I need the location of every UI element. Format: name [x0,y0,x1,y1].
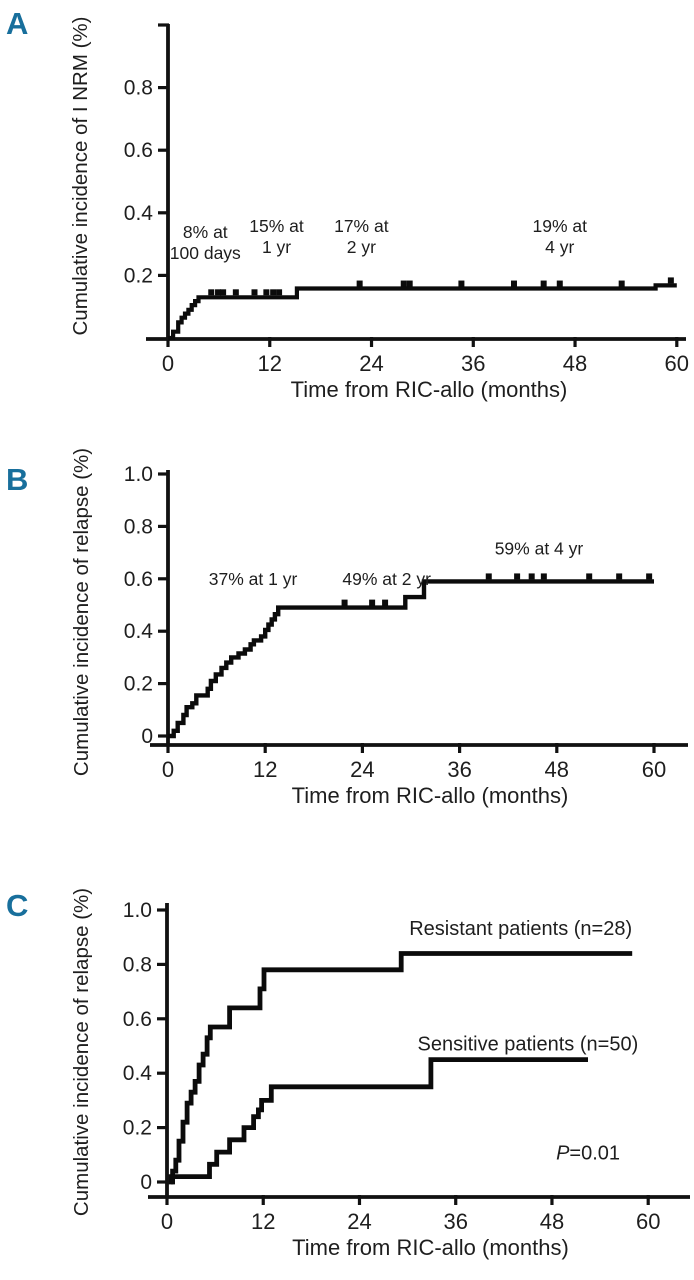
censor-tick [485,573,492,580]
censor-tick [616,573,623,580]
x-tick-label: 36 [447,757,471,782]
x-tick-label: 36 [461,351,485,376]
x-tick-label: 60 [642,757,666,782]
y-tick-label: 1.0 [124,463,153,486]
x-tick-label: 48 [563,351,587,376]
x-axis-title: Time from RIC-allo (months) [292,1235,569,1260]
annotation: 15% at 1 yr [249,216,304,257]
annotation: Resistant patients (n=28) [409,918,632,940]
x-tick-label: 24 [359,351,383,376]
y-tick-label: 0 [141,725,153,748]
x-tick-label: 0 [162,351,174,376]
censor-tick [540,573,547,580]
panel-b: 1.0 0.8 0.6 0.4 0.2 00 12 24 36 48 60 Time from RIC… [70,448,688,808]
censor-tick [528,573,535,580]
censor-tick [208,289,215,296]
y-tick-label: 0.6 [124,568,153,591]
panel-letter-a: A [6,6,29,41]
x-tick-label: 36 [443,1209,467,1234]
censor-tick [406,280,413,287]
x-tick-label: 48 [545,757,569,782]
x-tick-label: 12 [251,1209,275,1234]
x-tick-label: 0 [162,757,174,782]
censor-tick [356,280,363,287]
censor-tick [556,280,563,287]
censor-tick [586,573,593,580]
censor-tick [276,289,283,296]
y-axis-title: Cumulative incidence of relapse (%) [70,448,93,776]
censor-tick [618,280,625,287]
y-tick-label: 1.0 [123,899,152,922]
panel-letter-c: C [6,888,29,923]
censor-tick [232,289,239,296]
annotation: Sensitive patients (n=50) [418,1034,639,1056]
x-axis-title: Time from RIC-allo (months) [291,377,568,402]
censor-tick [458,280,465,287]
panel-letter-b: B [6,462,29,497]
censor-tick [510,280,517,287]
annotation: 19% at 4 yr [533,216,588,257]
y-tick-label: 0.2 [124,673,153,696]
x-tick-label: 60 [636,1209,660,1234]
y-axis-title: Cumulative incidence of relapse (%) [70,888,93,1216]
y-tick-label: 0.2 [123,1117,152,1140]
x-tick-label: 24 [347,1209,371,1234]
x-tick-label: 60 [665,351,689,376]
censor-tick [251,289,258,296]
x-tick-label: 24 [350,757,374,782]
censor-tick [382,599,389,606]
annotation: P=0.01 [556,1142,620,1164]
censor-tick [215,289,222,296]
y-tick-label: 0.6 [123,1008,152,1031]
y-tick-label: 0.4 [124,620,154,643]
km-curve-resistant-patients-n-28 [170,951,633,1185]
panel-a: 0.8 0.6 0.4 0.2 0 12 24 36 48 60 Time from RIC-all… [69,17,689,403]
censor-tick [667,277,674,284]
censor-tick [341,599,348,606]
annotation: 37% at 1 yr [209,569,298,589]
censor-tick [514,573,521,580]
censor-tick [263,289,270,296]
panel-c: 1.0 0.8 0.6 0.4 0.2 00 12 24 36 48 60 Time from RIC… [70,888,690,1260]
x-tick-label: 48 [540,1209,564,1234]
y-tick-label: 0.8 [124,77,153,100]
x-tick-label: 12 [258,351,282,376]
y-tick-label: 0.4 [123,1062,153,1085]
annotation: 17% at 2 yr [334,216,389,257]
censor-tick [646,573,653,580]
y-tick-label: 0.4 [124,202,154,225]
km-curve-relapse [168,579,654,739]
censor-tick [270,289,277,296]
x-tick-label: 12 [253,757,277,782]
y-tick-label: 0 [140,1171,152,1194]
x-tick-label: 0 [161,1209,173,1234]
censor-tick [369,599,376,606]
annotation: 59% at 4 yr [495,539,584,559]
censor-tick [400,280,407,287]
annotation: 8% at 100 days [170,222,241,263]
censor-tick [220,289,227,296]
annotation: 49% at 2 yr [342,569,431,589]
censor-tick [540,280,547,287]
x-axis-title: Time from RIC-allo (months) [292,783,569,808]
km-curve-nrm [168,283,677,341]
km-curve-sensitive-patients-n-50 [168,1057,588,1185]
y-tick-label: 0.8 [124,515,153,538]
y-tick-label: 0.6 [124,139,153,162]
y-tick-label: 0.8 [123,953,152,976]
y-tick-label: 0.2 [124,264,153,287]
y-axis-title: Cumulative incidence of I NRM (%) [69,17,92,336]
